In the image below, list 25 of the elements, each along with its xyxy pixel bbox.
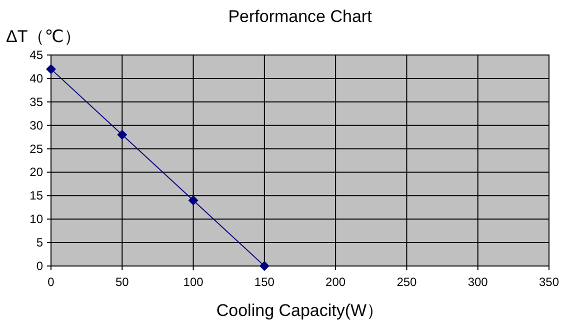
y-tick-label: 35 (30, 94, 44, 109)
y-tick-label: 25 (30, 142, 44, 156)
point (188, 195, 198, 206)
y-tick-label: 5 (36, 236, 44, 250)
y-tick-label: 10 (30, 212, 44, 226)
point (46, 64, 56, 74)
chart-title: Performance Chart (228, 7, 372, 26)
x-tick-label: 50 (115, 275, 130, 289)
y-tick-label: 30 (30, 118, 44, 132)
x-tick-label: 250 (396, 275, 418, 289)
x-tick-label: 350 (538, 275, 560, 289)
y-tick-label: 0 (36, 259, 44, 273)
x-tick-label: 100 (183, 275, 204, 289)
y-tick-label: 20 (30, 165, 44, 180)
x-axis-title: Cooling Capacity(W） (216, 301, 384, 320)
point (259, 261, 270, 271)
x-tick-label: 150 (254, 275, 275, 289)
y-tick-label: 15 (30, 188, 44, 203)
y-tick-label: 45 (30, 48, 44, 62)
y-axis-title: ΔT（℃） (6, 27, 81, 46)
x-tick-label: 200 (326, 275, 346, 289)
x-tick-label: 0 (48, 275, 55, 289)
point (117, 130, 128, 140)
y-tick-label: 40 (30, 71, 44, 86)
x-tick-label: 300 (468, 275, 488, 289)
